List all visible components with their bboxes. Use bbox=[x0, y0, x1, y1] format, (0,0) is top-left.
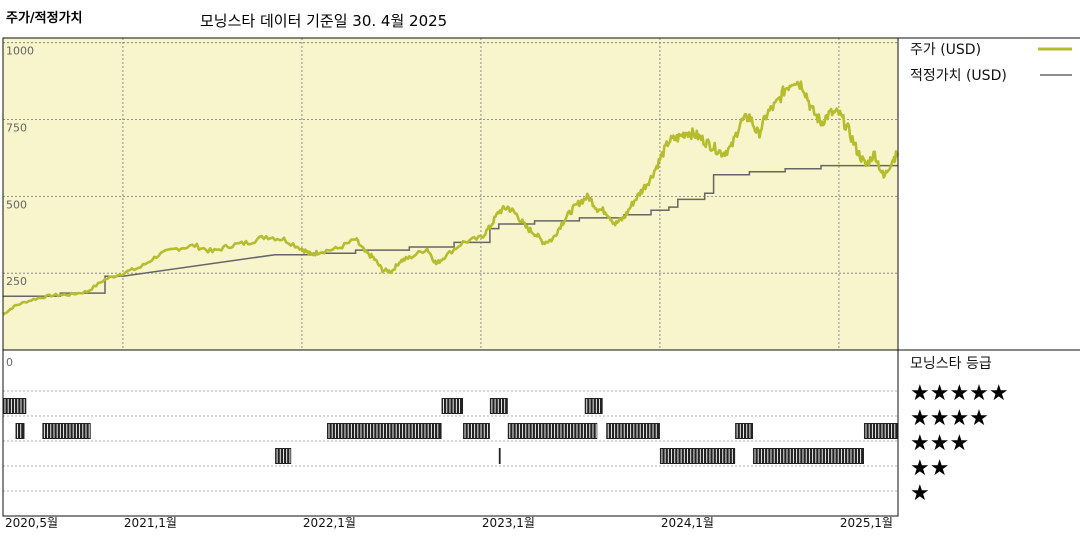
x-tick-label-4: 2024,1월 bbox=[661, 516, 714, 530]
rating-4-period-2 bbox=[489, 398, 508, 414]
fair-value-series bbox=[3, 164, 898, 297]
chart-subtitle: 모닝스타 데이터 기준일 30. 4월 2025 bbox=[200, 12, 447, 30]
rating-4-period-3 bbox=[584, 398, 603, 414]
rating-3-period-4 bbox=[507, 423, 598, 439]
rating-star-label-5: ★★★★★ bbox=[910, 381, 1009, 406]
chart-title: 주가/적정가치 bbox=[6, 10, 83, 26]
rating-star-label-4: ★★★★ bbox=[910, 406, 989, 431]
rating-3-period-6 bbox=[735, 423, 754, 439]
x-tick-label-0: 2020,5월 bbox=[5, 516, 58, 530]
rating-star-label-3: ★★★ bbox=[910, 431, 969, 456]
x-tick-label-5: 2025,1월 bbox=[840, 516, 893, 530]
rating-history-bars bbox=[3, 398, 898, 464]
rating-3-period-0 bbox=[15, 423, 25, 439]
rating-2-period-3 bbox=[753, 448, 864, 464]
rating-star-label-2: ★★ bbox=[910, 456, 949, 481]
y-label-zero: 0 bbox=[6, 356, 13, 369]
price-plot-area bbox=[3, 38, 898, 350]
legend-price-label: 주가 (USD) bbox=[910, 42, 981, 58]
rating-4-period-0 bbox=[3, 398, 27, 414]
price-series bbox=[2, 80, 900, 316]
x-tick-label-1: 2021,1월 bbox=[124, 516, 177, 530]
y-axis-labels: 250 500 750 1000 bbox=[6, 45, 34, 288]
y-tick-label-500: 500 bbox=[6, 198, 27, 211]
plot-frame bbox=[2, 37, 899, 517]
price-line bbox=[2, 80, 900, 316]
rating-star-label-1: ★ bbox=[910, 481, 930, 506]
x-tick-label-2: 2022,1월 bbox=[303, 516, 356, 530]
rating-3-period-2 bbox=[326, 423, 442, 439]
rating-3-period-1 bbox=[42, 423, 91, 439]
fair-value-line bbox=[3, 164, 898, 297]
rating-legend-title: 모닝스타 등급 bbox=[910, 356, 992, 372]
rating-star-labels: ★★★★★★★★★★★★★★★ bbox=[910, 381, 1009, 506]
y-tick-label-1000: 1000 bbox=[6, 45, 34, 58]
rating-gridlines bbox=[3, 390, 898, 492]
x-axis-labels: 2020,5월 2021,1월 2022,1월 2023,1월 2024,1월 2025,… bbox=[5, 516, 893, 530]
rating-2-period-0 bbox=[275, 448, 292, 464]
y-tick-label-250: 250 bbox=[6, 275, 27, 288]
rating-3-period-3 bbox=[463, 423, 490, 439]
rating-2-period-1 bbox=[498, 448, 501, 464]
rating-2-period-2 bbox=[659, 448, 736, 464]
rating-3-period-5 bbox=[606, 423, 660, 439]
x-tick-label-3: 2023,1월 bbox=[482, 516, 535, 530]
legend-fair-label: 적정가치 (USD) bbox=[910, 68, 1007, 84]
y-tick-label-750: 750 bbox=[6, 122, 27, 135]
rating-4-period-1 bbox=[441, 398, 464, 414]
rating-3-period-7 bbox=[863, 423, 898, 439]
